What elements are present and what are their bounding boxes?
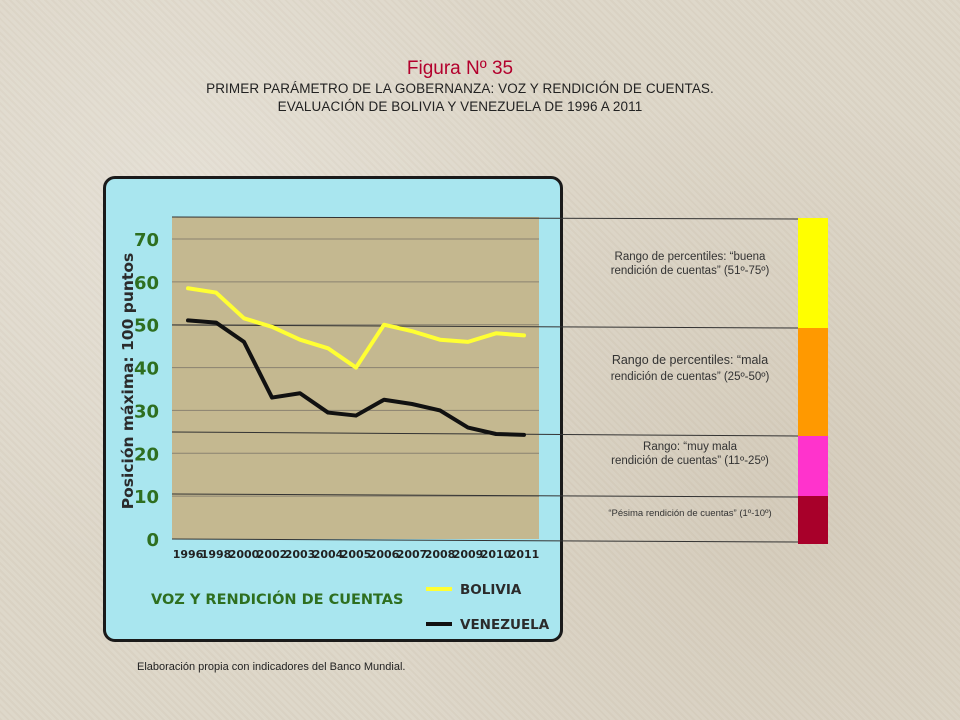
data-point-venezuela xyxy=(466,426,470,430)
data-point-bolivia xyxy=(382,323,386,327)
band-label-muy-mala-line2: rendición de cuentas” (11º-25º) xyxy=(611,455,769,467)
data-point-venezuela xyxy=(354,414,358,418)
data-point-venezuela xyxy=(382,398,386,402)
band-connector-line xyxy=(171,324,799,329)
y-tick-label: 30 xyxy=(134,401,159,422)
band-connector-line xyxy=(171,216,799,220)
data-point-venezuela xyxy=(410,402,414,406)
data-point-venezuela xyxy=(522,433,526,437)
y-tick-label: 10 xyxy=(134,487,159,508)
data-point-venezuela xyxy=(298,391,302,395)
plot-area xyxy=(172,217,539,539)
band-label-mala-line2: rendición de cuentas” (25º-50º) xyxy=(610,371,770,383)
data-point-bolivia xyxy=(466,340,470,344)
x-tick-label: 2004 xyxy=(313,548,344,561)
x-tick-label: 2006 xyxy=(369,548,400,561)
y-axis-label: Posición máxima: 100 puntos xyxy=(119,253,137,509)
x-tick-label: 2009 xyxy=(453,548,484,561)
figure-titles: Figura Nº 35 PRIMER PARÁMETRO DE LA GOBE… xyxy=(0,58,920,116)
x-tick-label: 2000 xyxy=(229,548,260,561)
band-label-muy-mala: Rango: “muy mala rendición de cuentas” (… xyxy=(585,440,795,468)
band-label-pesima: “Pésima rendición de cuentas” (1º-10º) xyxy=(585,507,795,521)
data-point-venezuela xyxy=(242,340,246,344)
data-point-bolivia xyxy=(326,346,330,350)
y-tick-label: 70 xyxy=(134,230,159,251)
x-tick-label: 2008 xyxy=(425,548,456,561)
data-point-bolivia xyxy=(270,325,274,329)
band-label-mala: Rango de percentiles: “mala rendición de… xyxy=(585,352,795,386)
band-mala-swatch xyxy=(798,328,828,436)
legend-label-bolivia: BOLIVIA xyxy=(460,582,522,598)
data-point-venezuela xyxy=(494,432,498,436)
band-connector-line xyxy=(171,538,799,543)
data-point-bolivia xyxy=(410,329,414,333)
percentile-bands xyxy=(798,218,828,544)
band-label-muy-mala-line1: Rango: “muy mala xyxy=(643,441,737,453)
band-connector-line xyxy=(171,431,799,437)
data-point-bolivia xyxy=(354,366,358,370)
x-tick-label: 2007 xyxy=(397,548,428,561)
x-tick-labels: 1996199820002002200320042005200620072008… xyxy=(173,548,540,561)
band-connector-lines xyxy=(171,216,799,543)
chart-title: VOZ Y RENDICIÓN DE CUENTAS xyxy=(151,590,403,608)
x-tick-label: 2011 xyxy=(509,548,540,561)
band-label-pesima-line1: “Pésima rendición de cuentas” (1º-10º) xyxy=(608,508,772,519)
data-point-bolivia xyxy=(298,338,302,342)
x-tick-label: 1996 xyxy=(173,548,204,561)
data-point-bolivia xyxy=(242,316,246,320)
legend-label-venezuela: VENEZUELA xyxy=(460,617,550,633)
data-point-venezuela xyxy=(326,411,330,415)
x-tick-label: 2005 xyxy=(341,548,372,561)
band-label-buena-line2: rendición de cuentas” (51º-75º) xyxy=(610,265,770,277)
series-lines xyxy=(186,286,526,437)
x-tick-label: 2002 xyxy=(257,548,288,561)
y-tick-label: 60 xyxy=(134,273,159,294)
y-tick-labels: 0 10 20 30 40 50 60 70 xyxy=(134,230,159,551)
x-tick-label: 1998 xyxy=(201,548,232,561)
x-tick-label: 2010 xyxy=(481,548,512,561)
band-label-buena-line1: Rango de percentiles: “buena xyxy=(614,251,766,263)
y-tick-label: 20 xyxy=(134,444,159,465)
data-point-venezuela xyxy=(438,408,442,412)
legend: BOLIVIA VENEZUELA xyxy=(426,582,550,633)
band-buena-swatch xyxy=(798,218,828,328)
band-label-mala-line1: Rango de percentiles: “mala xyxy=(611,353,769,367)
data-point-bolivia xyxy=(438,338,442,342)
figure-subtitle-line2: EVALUACIÓN DE BOLIVIA Y VENEZUELA DE 199… xyxy=(277,99,643,114)
band-connector-line xyxy=(171,493,799,498)
band-pesima-swatch xyxy=(798,496,828,544)
data-point-bolivia xyxy=(494,331,498,335)
data-point-bolivia xyxy=(186,286,190,290)
figure-subtitle-line1: PRIMER PARÁMETRO DE LA GOBERNANZA: VOZ Y… xyxy=(206,81,714,96)
y-tick-label: 50 xyxy=(134,316,159,337)
band-muy-mala-swatch xyxy=(798,436,828,496)
source-note: Elaboración propia con indicadores del B… xyxy=(137,661,406,673)
y-tick-label: 0 xyxy=(146,530,159,551)
data-point-venezuela xyxy=(214,321,218,325)
y-tick-label: 40 xyxy=(134,359,159,380)
data-point-venezuela xyxy=(186,318,190,322)
data-point-bolivia xyxy=(522,333,526,337)
data-point-venezuela xyxy=(270,396,274,400)
band-label-buena: Rango de percentiles: “buena rendición d… xyxy=(585,250,795,278)
data-point-bolivia xyxy=(214,291,218,295)
x-tick-label: 2003 xyxy=(285,548,316,561)
figure-title: Figura Nº 35 xyxy=(406,58,514,79)
